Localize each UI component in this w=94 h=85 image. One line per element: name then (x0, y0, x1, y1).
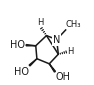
Text: H: H (67, 47, 73, 56)
Text: CH₃: CH₃ (66, 20, 81, 29)
Polygon shape (26, 45, 36, 46)
Text: N: N (53, 35, 60, 45)
Text: H: H (37, 18, 44, 27)
Polygon shape (49, 64, 55, 72)
Text: HO: HO (14, 67, 29, 77)
Polygon shape (29, 59, 37, 66)
Text: OH: OH (56, 72, 70, 82)
Text: HO: HO (10, 40, 25, 50)
